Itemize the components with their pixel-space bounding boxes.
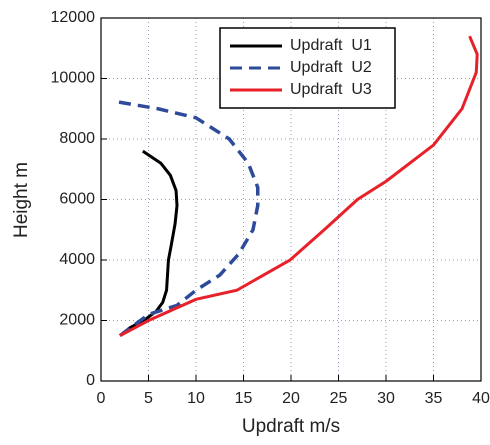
series-line: [113, 99, 260, 338]
y-tick-label: 0: [86, 372, 95, 389]
legend-label: Updraft U3: [290, 81, 372, 98]
x-tick-label: 30: [377, 390, 395, 407]
series-line: [119, 149, 179, 337]
series-line: [119, 35, 479, 337]
y-axis-label: Height m: [11, 162, 32, 238]
x-tick-label: 0: [97, 390, 106, 407]
y-tick-label: 4000: [59, 251, 95, 268]
x-tick-label: 20: [282, 390, 300, 407]
x-axis-label: Updraft m/s: [242, 416, 340, 437]
x-tick-label: 40: [472, 390, 490, 407]
y-tick-label: 10000: [51, 70, 96, 87]
y-tick-label: 8000: [59, 130, 95, 147]
legend-label: Updraft U1: [290, 37, 372, 54]
y-tick-label: 6000: [59, 191, 95, 208]
x-tick-label: 5: [144, 390, 153, 407]
x-tick-label: 15: [235, 390, 253, 407]
plot-frame: [100, 17, 482, 382]
x-tick-label: 35: [425, 390, 443, 407]
y-tick-label: 12000: [51, 9, 96, 26]
y-tick-label: 2000: [59, 312, 95, 329]
legend-label: Updraft U2: [290, 59, 372, 76]
x-tick-label: 10: [187, 390, 205, 407]
x-tick-label: 25: [330, 390, 348, 407]
